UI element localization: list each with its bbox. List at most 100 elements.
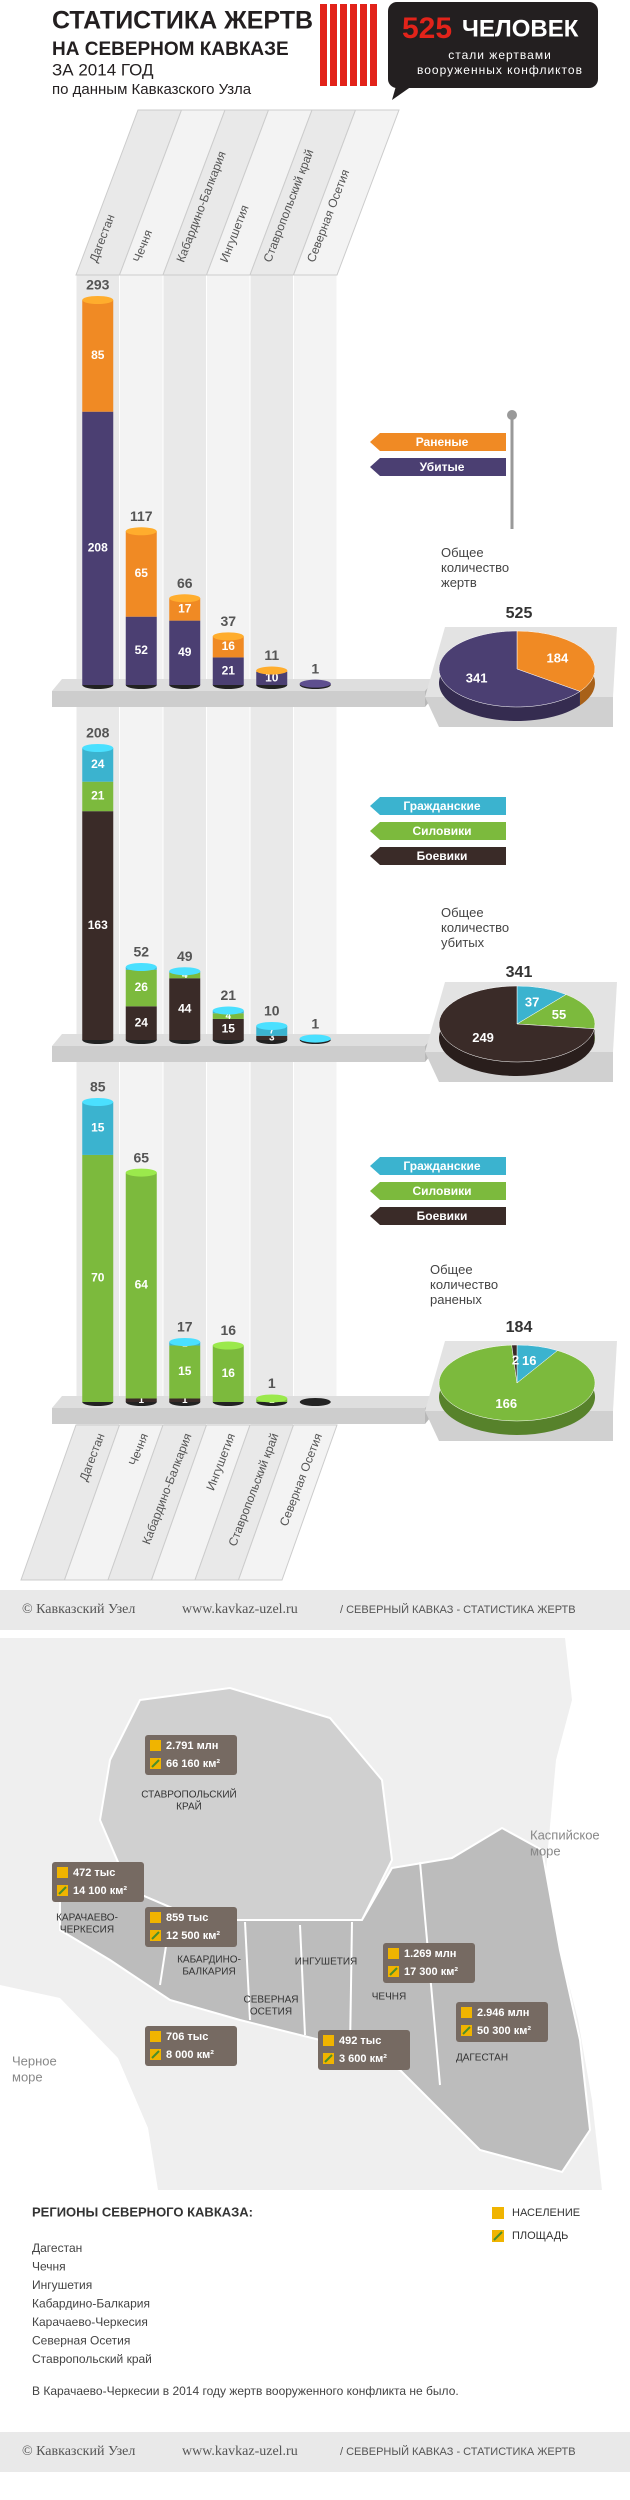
region-item: Дагестан (32, 2241, 82, 2255)
region-area: 3 600 км² (339, 2053, 387, 2065)
pie-value-label: 2 (512, 1352, 519, 1367)
footer-section: / СЕВЕРНЫЙ КАВКАЗ - СТАТИСТИКА ЖЕРТВ (340, 2445, 576, 2458)
legend-label: Боевики (417, 849, 468, 863)
bar-value-label: 24 (135, 1015, 149, 1029)
region-label: КАБАРДИНО- (177, 1955, 241, 1966)
bar-segment (169, 1345, 201, 1399)
population-icon (388, 1948, 399, 1959)
bar-value-label: 15 (91, 1121, 105, 1135)
bar-cap (299, 679, 331, 688)
region-item: Ставропольский край (32, 2352, 152, 2366)
bar-segment (82, 781, 114, 812)
pie-value-label: 166 (495, 1396, 517, 1411)
bar-total-label: 17 (177, 1319, 193, 1335)
bar-value-label: 163 (88, 918, 108, 932)
column-bg (162, 274, 207, 1426)
caspian-sea (546, 1638, 630, 2190)
bar-segment (169, 1398, 201, 1402)
bar-value-label: 24 (91, 757, 105, 771)
region-population: 706 тыс (166, 2031, 208, 2043)
pie-total: 184 (506, 1319, 533, 1336)
legend-label: Убитые (420, 460, 465, 474)
region-label: ОСЕТИЯ (250, 2007, 292, 2018)
region-population: 492 тыс (339, 2035, 381, 2047)
bar-segment (125, 1006, 157, 1040)
column-bg (293, 274, 338, 1426)
region-population: 859 тыс (166, 1912, 208, 1924)
bar-total-label: 21 (220, 987, 236, 1003)
bar-value-label: 52 (135, 643, 149, 657)
subtitle: НА СЕВЕРНОМ КАВКАЗЕ (52, 39, 289, 60)
region-item: Кабардино-Балкария (32, 2297, 150, 2311)
bar-total-label: 10 (264, 1003, 280, 1019)
bar-cap (125, 1168, 157, 1177)
bar-segment (169, 620, 201, 685)
bar-cap (125, 527, 157, 536)
region-item: Ингушетия (32, 2278, 92, 2292)
legend-population-icon (492, 2207, 504, 2219)
pie-title: Общее количество раненых (430, 1262, 499, 1307)
bar-value-label: 64 (135, 1278, 149, 1292)
bar-value-label: 26 (135, 980, 149, 994)
period: ЗА 2014 ГОД (52, 60, 154, 79)
region-info-box (145, 2026, 237, 2066)
bar-segment (256, 1025, 288, 1036)
map: КаспийскоемореЧерноемореСТАВРОПОЛЬСКИЙКР… (0, 1638, 630, 2190)
footer-section: / СЕВЕРНЫЙ КАВКАЗ - СТАТИСТИКА ЖЕРТВ (340, 1603, 576, 1616)
area-icon-mark (151, 1759, 160, 1768)
bar-cap (212, 632, 244, 641)
legend-label: Гражданские (403, 799, 480, 813)
region-label: КАРАЧАЕВО- (56, 1913, 118, 1924)
pie-side (439, 631, 580, 721)
bar-cap (82, 1098, 114, 1106)
population-icon (150, 1740, 161, 1751)
bar-segment (82, 300, 114, 412)
bar-cap (212, 1006, 244, 1015)
region-population: 472 тыс (73, 1867, 115, 1879)
bar-value-label: 4 (225, 1011, 231, 1022)
bar-value-label: 85 (91, 348, 105, 362)
region-area: 50 300 км² (477, 2025, 531, 2037)
region-info-box (318, 2030, 410, 2070)
bar-total-label: 66 (177, 575, 193, 591)
region-south (59, 1826, 592, 2174)
bar-value-label: 4 (182, 970, 188, 981)
region-label: СЕВЕРНАЯ (243, 1995, 298, 2006)
region-population: 1.269 млн (404, 1948, 456, 1960)
bar-total-label: 1 (268, 1375, 276, 1391)
bar-cap (212, 1341, 244, 1350)
region-area: 66 160 км² (166, 1758, 220, 1770)
pie-slice (438, 1344, 596, 1422)
legend-flag (370, 797, 506, 815)
bar-segment (82, 1154, 114, 1402)
bar-cap (299, 1034, 331, 1043)
platform-front (52, 1046, 425, 1062)
footer-url: www.kavkaz-uzel.ru (182, 1602, 298, 1617)
bar-cap (82, 296, 114, 304)
bar-value-label: 49 (178, 645, 192, 659)
area-icon-mark (462, 2026, 471, 2035)
population-icon (150, 2031, 161, 2042)
bar-value-label: 1 (182, 1395, 188, 1406)
area-icon-mark (324, 2054, 333, 2063)
bar-value-label: 208 (88, 541, 108, 555)
population-icon (150, 1912, 161, 1923)
bar-total-label: 293 (86, 277, 110, 293)
regions-title: РЕГИОНЫ СЕВЕРНОГО КАВКАЗА: (32, 2204, 253, 2219)
bar-value-label: 7 (269, 1026, 275, 1037)
region-item: Северная Осетия (32, 2334, 130, 2348)
bar-total-label: 85 (90, 1079, 106, 1095)
bar-segment (212, 1345, 244, 1402)
column-header-bg (292, 109, 400, 276)
pie-value-label: 249 (472, 1030, 494, 1045)
bar-segment (125, 616, 157, 685)
bar-segment (169, 978, 201, 1040)
bar-segment (169, 598, 201, 621)
footer-url: www.kavkaz-uzel.ru (182, 2444, 298, 2459)
legend-label: Силовики (413, 824, 472, 838)
column-bg (249, 274, 294, 1426)
region-label: ЧЕЧНЯ (372, 1992, 406, 2003)
region-border (244, 1921, 251, 2021)
population-icon (323, 2035, 334, 2046)
